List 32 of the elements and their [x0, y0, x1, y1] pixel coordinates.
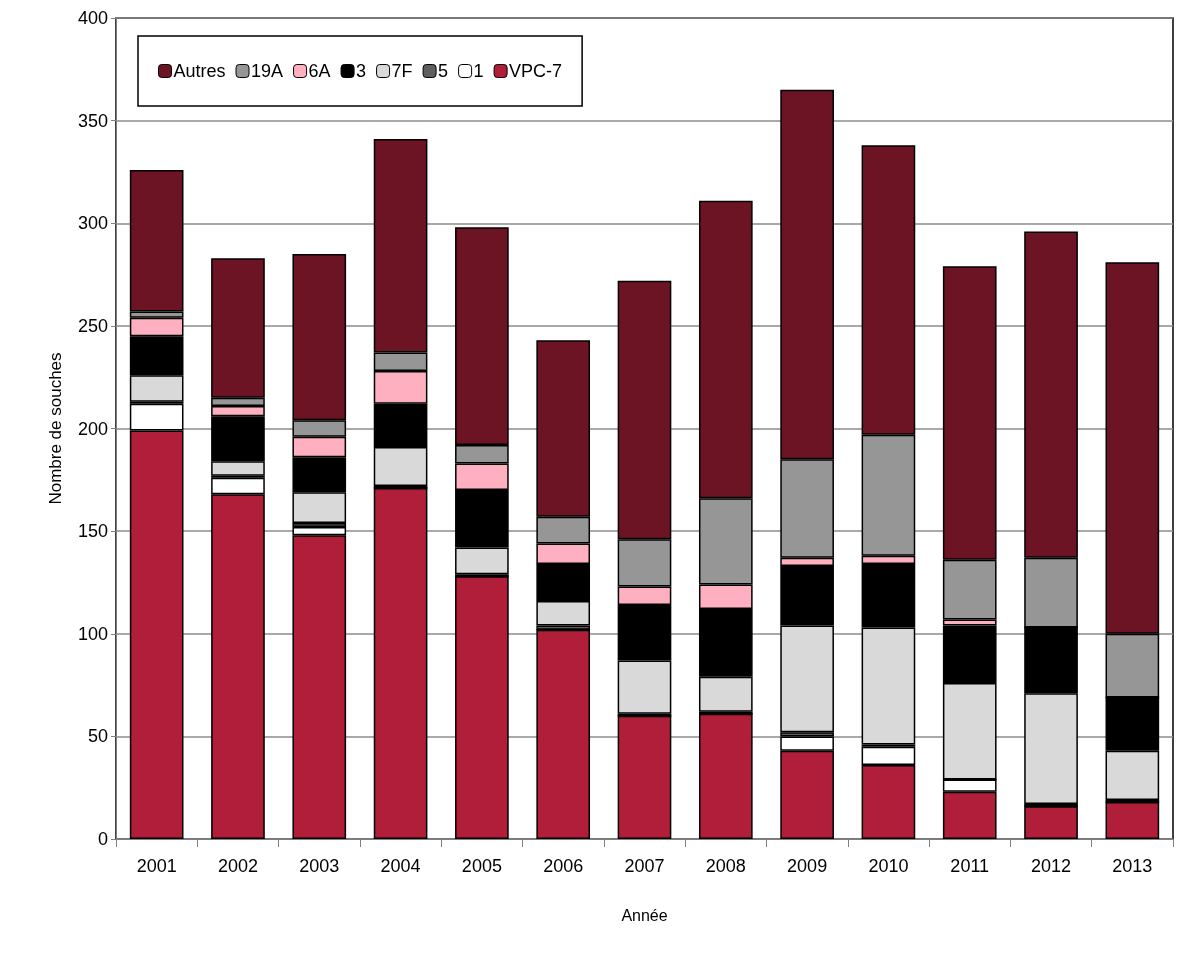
x-tick-label: 2011	[950, 856, 990, 876]
y-tick-label: 0	[97, 829, 108, 849]
y-tick-label: 50	[87, 726, 108, 747]
y-tick-label: 300	[77, 213, 108, 234]
x-tick-label: 2010	[868, 856, 909, 876]
x-tick-label: 2001	[136, 856, 177, 876]
x-tick-label: 2005	[461, 856, 502, 876]
x-tick-label: 2003	[299, 856, 340, 876]
x-tick-label: 2013	[1112, 856, 1153, 876]
y-tick-label: 350	[77, 110, 108, 131]
x-tick-label: 2007	[624, 856, 665, 876]
y-axis-title: Nombre de souches	[46, 352, 65, 505]
y-tick-label: 150	[77, 521, 108, 542]
y-tick-label: 100	[77, 623, 108, 644]
x-tick-label: 2009	[787, 856, 828, 876]
legend-label: 5	[438, 61, 449, 81]
x-tick-label: 2006	[543, 856, 584, 876]
legend-label: 6A	[308, 61, 331, 81]
legend-label: 3	[356, 61, 367, 81]
x-tick-label: 2002	[217, 856, 258, 876]
legend-label: Autres	[173, 61, 226, 81]
legend-label: 1	[473, 61, 484, 81]
x-tick-label: 2012	[1031, 856, 1072, 876]
x-tick-label: 2004	[380, 856, 421, 876]
legend-label: 19A	[251, 61, 284, 81]
x-tick-label: 2008	[705, 856, 746, 876]
legend-label: 7F	[391, 61, 413, 81]
y-tick-label: 250	[77, 315, 108, 336]
legend-label: VPC-7	[509, 61, 563, 81]
x-axis-title: Année	[621, 906, 668, 924]
y-tick-label: 200	[77, 418, 108, 439]
y-tick-label: 400	[77, 8, 108, 28]
